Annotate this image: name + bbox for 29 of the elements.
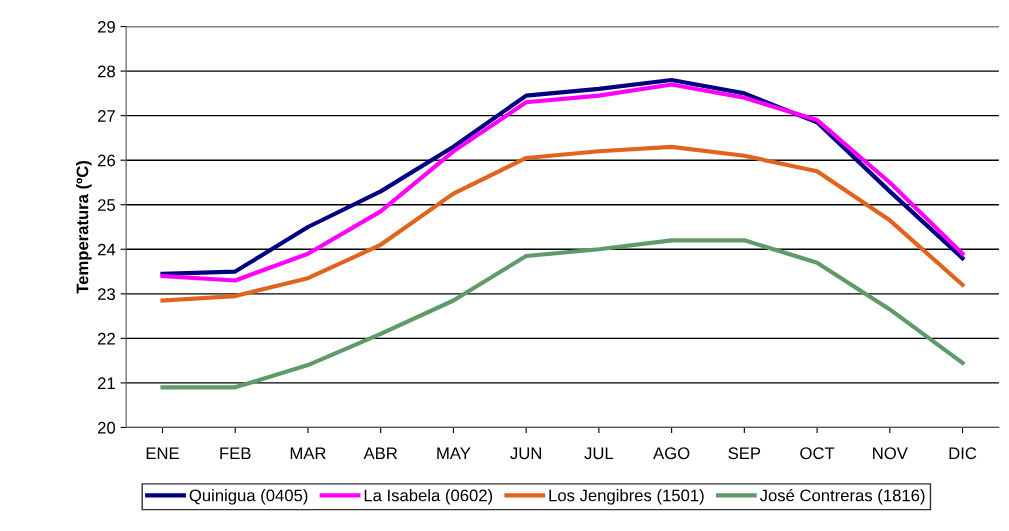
x-tick-label: JUL [584,447,614,460]
x-tick-label: SEP [728,447,761,460]
y-tick-label: 23 [98,288,115,301]
y-tick-label: 24 [98,243,116,256]
line-series [160,144,965,303]
line-series [160,238,965,390]
x-tick-label: NOV [873,447,908,460]
y-tick-label: 29 [98,20,115,33]
y-tick-label: 26 [98,154,115,167]
legend-label: Los Jengibres (1501) [549,489,704,505]
legend-label: La Isabela (0602) [364,489,493,505]
x-tick-label: JUN [510,447,541,460]
x-tick-label: MAR [290,447,326,459]
y-tick-label: 21 [98,377,115,389]
x-tick-label: OCT [800,447,835,460]
x-tick-label: ABR [363,447,398,459]
x-tick-label: MAY [437,447,471,459]
legend-label: José Contreras (1816) [759,488,925,505]
x-tick-label: AGO [653,447,690,460]
x-tick-label: ENE [146,447,179,459]
y-tick-label: 22 [98,332,115,345]
x-tick-label: DIC [949,447,977,460]
legend-label: Quinigua (0405) [189,489,308,505]
y-tick-label: 25 [98,199,116,211]
y-tick-label: 28 [98,65,115,78]
y-tick-label: 27 [98,110,115,122]
y-tick-label: 20 [98,421,116,434]
y-axis-title: Temperatura (ºC) [76,161,92,294]
x-tick-label: FEB [220,447,251,459]
